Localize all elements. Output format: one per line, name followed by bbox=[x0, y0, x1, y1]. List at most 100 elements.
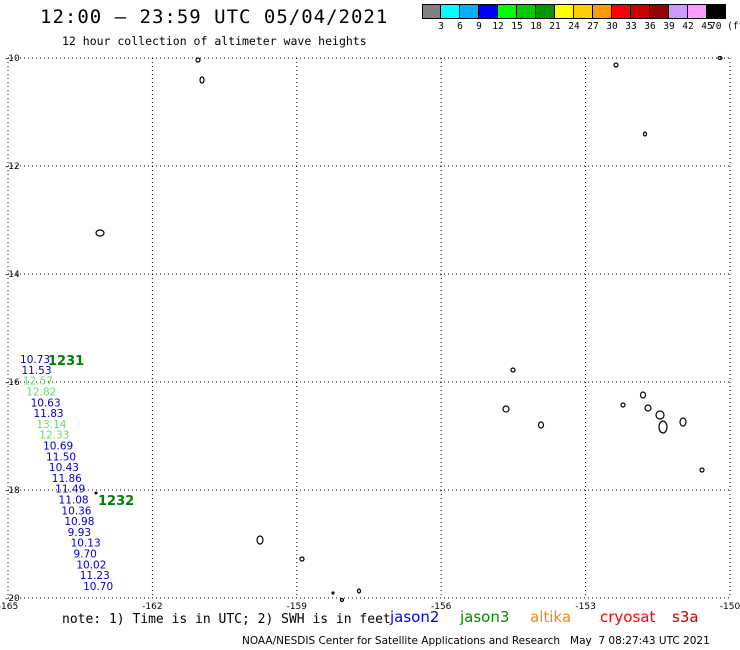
colorbar-label: 33 bbox=[625, 21, 637, 32]
wave-height-label: 10.73 bbox=[20, 354, 50, 366]
y-tick-label: -18 bbox=[5, 486, 20, 496]
legend-jason2: jason2 bbox=[390, 608, 440, 626]
colorbar-swatch bbox=[441, 4, 460, 19]
wave-height-label: 11.53 bbox=[21, 365, 51, 377]
credit-line: NOAA/NESDIS Center for Satellite Applica… bbox=[242, 635, 710, 647]
wave-height-label: 12.82 bbox=[26, 387, 56, 399]
island-outline bbox=[356, 588, 362, 594]
x-tick-label: -156 bbox=[431, 602, 452, 612]
colorbar-swatch bbox=[574, 4, 593, 19]
island-outline bbox=[620, 402, 626, 408]
wave-height-label: 11.23 bbox=[80, 570, 110, 582]
colorbar-swatch bbox=[593, 4, 612, 19]
wave-height-label: 13.14 bbox=[36, 419, 66, 431]
colorbar-swatch bbox=[669, 4, 688, 19]
island-outline bbox=[256, 535, 264, 545]
wave-height-label: 11.86 bbox=[52, 473, 82, 485]
colorbar-label: 45 bbox=[701, 21, 713, 32]
colorbar-label: 6 bbox=[457, 21, 463, 32]
island-outline bbox=[717, 55, 723, 61]
colorbar-label: 24 bbox=[568, 21, 580, 32]
colorbar-swatch bbox=[479, 4, 498, 19]
wave-height-label: 11.83 bbox=[34, 408, 64, 420]
wave-height-label: 10.43 bbox=[49, 462, 79, 474]
colorbar-frame bbox=[422, 4, 726, 19]
colorbar-label: 70 (ft) bbox=[709, 21, 740, 32]
island-outline bbox=[331, 591, 335, 595]
island-outline bbox=[613, 62, 619, 68]
wave-height-label: 10.70 bbox=[83, 581, 113, 593]
island-outline bbox=[644, 404, 652, 412]
colorbar-label: 36 bbox=[644, 21, 656, 32]
x-tick-label: -153 bbox=[575, 602, 595, 612]
wave-height-label: 10.69 bbox=[43, 441, 73, 453]
island-outline bbox=[658, 420, 668, 434]
pass-number-label: 1231 bbox=[48, 354, 84, 369]
colorbar-label: 39 bbox=[663, 21, 675, 32]
units-note: note: 1) Time is in UTC; 2) SWH is in fe… bbox=[62, 612, 391, 627]
pass-marker bbox=[94, 491, 98, 495]
colorbar-swatch bbox=[631, 4, 650, 19]
legend-cryosat: cryosat bbox=[600, 608, 656, 626]
wave-height-label: 10.02 bbox=[76, 559, 106, 571]
colorbar-label: 18 bbox=[530, 21, 542, 32]
wave-height-label: 9.70 bbox=[73, 549, 96, 561]
x-tick-label: -165 bbox=[0, 602, 18, 612]
x-tick-label: -159 bbox=[287, 602, 308, 612]
colorbar-label: 27 bbox=[587, 21, 599, 32]
colorbar-swatch bbox=[650, 4, 669, 19]
colorbar-swatch bbox=[612, 4, 631, 19]
colorbar-swatch bbox=[555, 4, 574, 19]
y-tick-label: -10 bbox=[5, 54, 20, 64]
wave-height-label: 11.08 bbox=[59, 495, 89, 507]
colorbar-swatch bbox=[688, 4, 707, 19]
legend-s3a: s3a bbox=[672, 608, 699, 626]
x-tick-label: -162 bbox=[142, 602, 162, 612]
island-outline bbox=[339, 597, 345, 603]
chart-subtitle: 12 hour collection of altimeter wave hei… bbox=[62, 34, 367, 48]
island-outline bbox=[502, 405, 510, 413]
chart-title: 12:00 – 23:59 UTC 05/04/2021 bbox=[40, 6, 389, 28]
legend-altika: altika bbox=[530, 608, 572, 626]
colorbar-swatch bbox=[517, 4, 536, 19]
colorbar-label: 21 bbox=[549, 21, 561, 32]
colorbar-label: 12 bbox=[492, 21, 504, 32]
y-tick-label: -14 bbox=[5, 270, 20, 280]
wave-height-label: 12.57 bbox=[23, 376, 53, 388]
island-outline bbox=[537, 421, 545, 429]
colorbar-label: 3 bbox=[438, 21, 444, 32]
y-tick-label: -16 bbox=[5, 378, 20, 388]
y-tick-label: -12 bbox=[5, 162, 20, 172]
colorbar-swatch bbox=[536, 4, 555, 19]
island-outline bbox=[510, 367, 516, 373]
wave-height-label: 10.98 bbox=[64, 516, 94, 528]
wave-height-label: 10.36 bbox=[61, 505, 91, 517]
y-tick-label: -20 bbox=[5, 594, 20, 604]
x-tick-label: -150 bbox=[720, 602, 740, 612]
colorbar-label: 15 bbox=[511, 21, 523, 32]
wave-height-label: 12.33 bbox=[39, 430, 69, 442]
wave-height-label: 11.49 bbox=[55, 484, 85, 496]
island-outline bbox=[95, 229, 105, 237]
island-outline bbox=[299, 556, 305, 562]
colorbar-swatch bbox=[460, 4, 479, 19]
island-outline bbox=[699, 467, 705, 473]
colorbar-label: 30 bbox=[606, 21, 618, 32]
island-outline bbox=[642, 131, 648, 137]
island-outline bbox=[195, 57, 201, 63]
island-outline bbox=[679, 417, 687, 427]
legend-jason3: jason3 bbox=[460, 608, 510, 626]
wave-height-label: 10.63 bbox=[31, 397, 61, 409]
colorbar-label: 42 bbox=[682, 21, 694, 32]
wave-height-label: 10.13 bbox=[71, 538, 101, 550]
colorbar-label: 9 bbox=[476, 21, 482, 32]
wave-height-label: 9.93 bbox=[68, 527, 91, 539]
colorbar-swatch bbox=[498, 4, 517, 19]
island-outline bbox=[655, 410, 665, 420]
colorbar-swatch bbox=[422, 4, 441, 19]
island-outline bbox=[639, 391, 647, 399]
pass-number-label: 1232 bbox=[98, 494, 134, 509]
wave-height-label: 11.50 bbox=[46, 451, 76, 463]
island-outline bbox=[199, 76, 205, 84]
